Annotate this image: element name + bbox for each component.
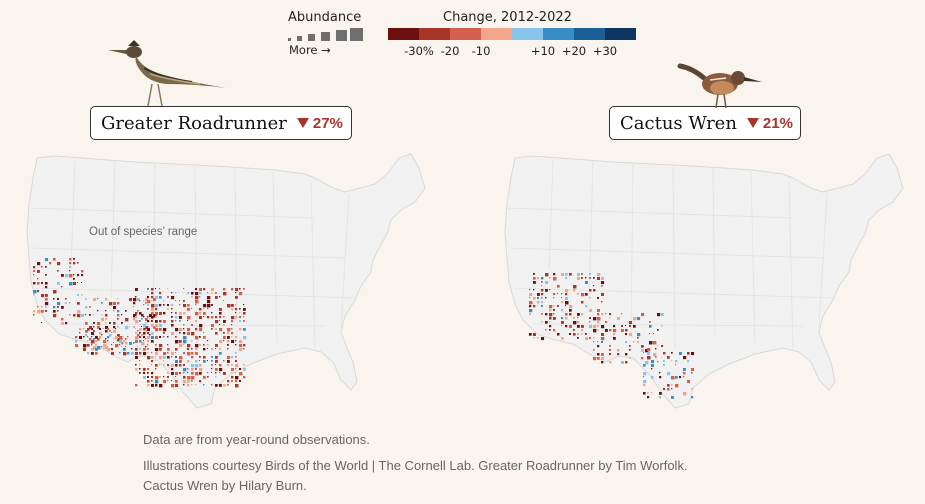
map-cactus-wren [504,153,904,409]
us-land-shape [26,153,426,409]
change-value: 21% [762,114,793,132]
change-tick-label: +20 [561,44,587,58]
change-tick-label: -30% [404,44,434,58]
change-swatch [481,28,512,40]
abundance-step [321,32,330,41]
change-swatch [605,28,636,40]
abundance-step [297,36,302,41]
bird-label-greater-roadrunner: Greater Roadrunner 27% [90,106,352,140]
change-percent: 21% [746,114,793,132]
abundance-legend-title: Abundance [288,10,362,25]
change-tick-label: -20 [440,44,460,58]
range-change-dots [529,273,695,399]
bird-name: Greater Roadrunner [101,112,287,134]
abundance-scale [288,28,368,42]
change-swatch [543,28,574,40]
change-scale: -30% -20 -10 +10 +20 +30 [388,0,638,60]
change-legend-title: Change, 2012-2022 [443,10,572,25]
credit-note: Illustrations courtesy Birds of the Worl… [143,458,688,473]
bird-label-cactus-wren: Cactus Wren 21% [609,106,801,140]
map-greater-roadrunner [26,153,426,409]
change-swatch [450,28,481,40]
abundance-step [336,30,347,41]
us-land-shape [504,153,904,409]
roadrunner-illustration [108,40,226,107]
abundance-step [308,34,315,41]
range-change-dots [33,258,247,388]
change-tick-label: +30 [592,44,618,58]
change-swatch [574,28,605,40]
out-of-range-label: Out of species’ range [89,226,198,238]
abundance-step [350,28,363,41]
abundance-step [288,38,291,41]
down-triangle-icon [746,118,759,128]
change-tick-label: +10 [530,44,556,58]
change-swatch [512,28,543,40]
abundance-more-label: More → [289,43,331,57]
change-value: 27% [312,114,343,132]
cactus-wren-illustration [677,63,762,109]
bird-name: Cactus Wren [620,112,737,134]
change-swatch [419,28,450,40]
change-tick-label: -10 [471,44,491,58]
down-triangle-icon [296,118,309,128]
data-note: Data are from year-round observations. [143,432,370,447]
credit-note-continued: Cactus Wren by Hilary Burn. [143,478,307,493]
change-percent: 27% [296,114,343,132]
change-swatch [388,28,419,40]
